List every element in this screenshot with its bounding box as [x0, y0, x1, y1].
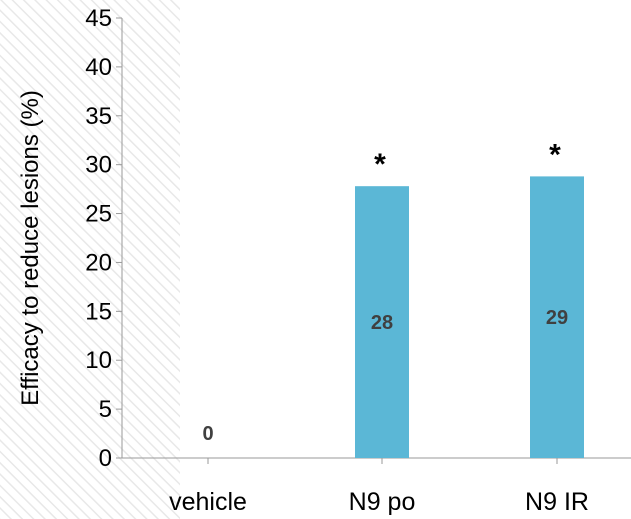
bar-series: 0 28 * 29 *: [202, 138, 584, 458]
significance-marker: *: [374, 148, 386, 181]
y-tick-label: 35: [85, 103, 112, 130]
x-category-label: N9 po: [349, 488, 416, 516]
bar: [355, 186, 409, 458]
hatch-background: [0, 0, 180, 519]
x-category-label: vehicle: [169, 488, 247, 516]
bar: [530, 176, 584, 458]
y-tick-label: 40: [85, 54, 112, 81]
y-tick-label: 45: [85, 5, 112, 32]
significance-marker: *: [549, 138, 561, 171]
y-tick-label: 10: [85, 347, 112, 374]
data-label: 0: [202, 423, 213, 445]
x-axis-categories: vehicle N9 po N9 IR: [169, 458, 589, 516]
y-tick-label: 30: [85, 152, 112, 179]
y-tick-label: 0: [99, 445, 112, 472]
data-label: 28: [371, 312, 393, 334]
x-category-label: N9 IR: [525, 488, 589, 516]
y-tick-label: 5: [99, 396, 112, 423]
y-tick-label: 15: [85, 298, 112, 325]
y-axis-ticks: 0 5 10 15 20 25 30 35 40 45: [85, 5, 122, 472]
y-tick-label: 25: [85, 201, 112, 228]
data-label: 29: [546, 307, 568, 329]
y-axis-label: Efficacy to reduce lesions (%): [17, 90, 44, 406]
y-tick-label: 20: [85, 249, 112, 276]
